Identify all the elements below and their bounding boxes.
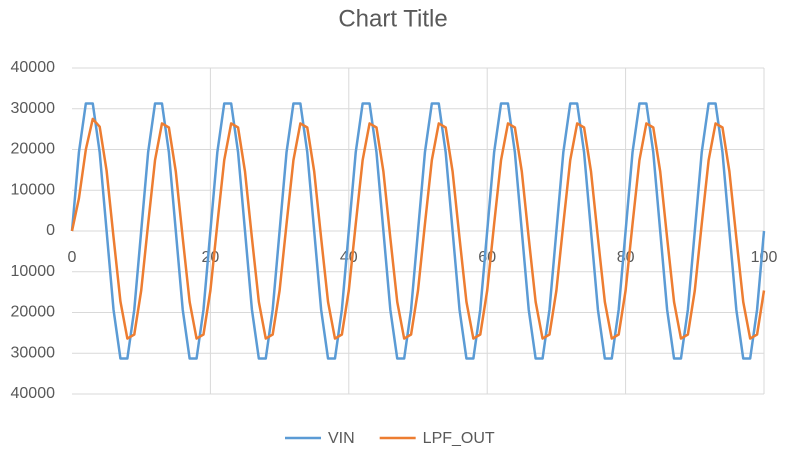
y-tick-label: 30000 [11, 344, 56, 361]
y-tick-label: 40000 [11, 59, 56, 76]
y-tick-label: 10000 [11, 181, 56, 198]
y-tick-label: 40000 [11, 385, 56, 402]
x-tick-label: 20 [202, 249, 220, 266]
y-tick-label: 20000 [11, 304, 56, 321]
y-tick-label: 0 [46, 222, 55, 239]
legend-label: LPF_OUT [423, 430, 495, 447]
x-tick-label: 40 [340, 249, 358, 266]
chart-title: Chart Title [338, 5, 447, 32]
legend-label: VIN [328, 430, 355, 447]
x-tick-label: 80 [617, 249, 635, 266]
y-tick-label: 20000 [11, 141, 56, 158]
y-tick-label: 30000 [11, 100, 56, 117]
x-tick-label: 100 [751, 249, 778, 266]
y-tick-label: 10000 [11, 263, 56, 280]
series-line [70, 102, 766, 360]
x-tick-label: 0 [68, 249, 77, 266]
x-tick-label: 60 [478, 249, 496, 266]
series-line [70, 117, 766, 340]
